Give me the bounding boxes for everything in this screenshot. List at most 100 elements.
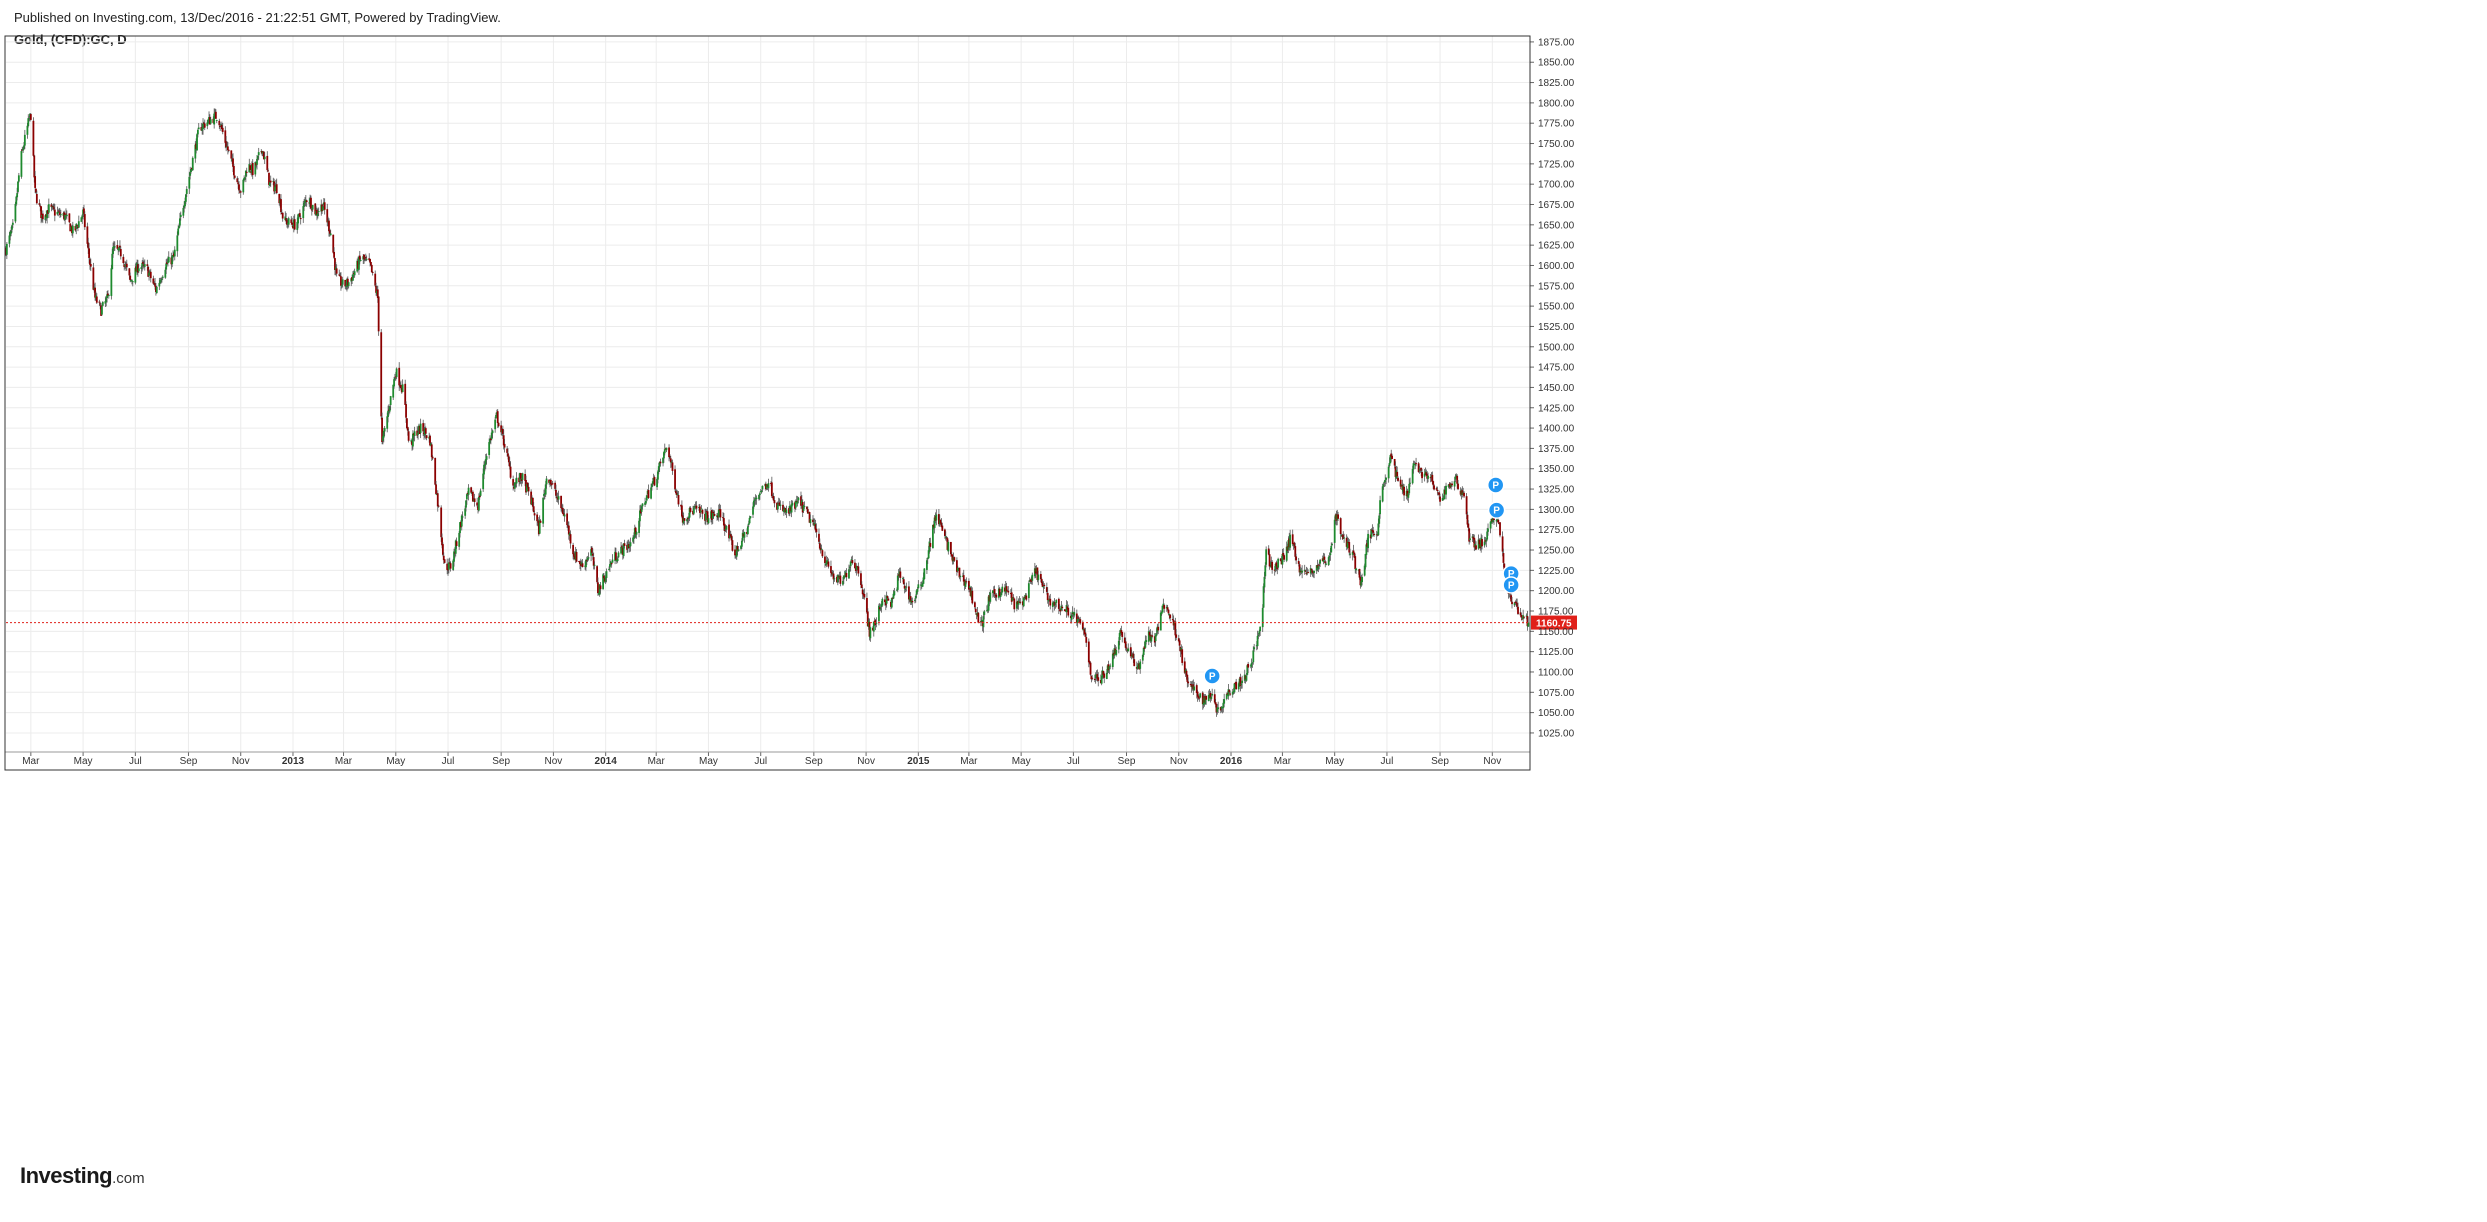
candle-down [328,220,330,232]
candle-up [905,586,908,588]
candle-up [758,493,761,496]
y-tick-label: 1050.00 [1538,708,1575,719]
candle-up [748,517,751,524]
candle-down [698,506,701,513]
candle-up [515,477,518,484]
investing-logo: Investing.com [20,1163,145,1189]
y-tick-label: 1450.00 [1538,383,1575,394]
candle-down [251,162,254,176]
y-tick-label: 1125.00 [1538,647,1574,658]
candle-down [712,511,715,514]
candle-up [983,611,986,615]
candle-down [1473,537,1476,548]
candle-down [551,483,554,485]
candle-down [291,222,294,225]
candle-up [833,578,836,580]
candle-up [1328,556,1331,558]
candle-down [599,585,602,590]
candle-up [633,536,635,539]
candle-up [717,509,720,518]
y-tick-label: 1400.00 [1538,424,1575,435]
candle-down [562,513,565,516]
candle-up [638,520,640,533]
candle-down [861,589,864,595]
candle-up [917,584,920,589]
candle-up [1240,683,1243,686]
candle-up [1474,543,1477,547]
candle-up [947,541,950,552]
candle-up [893,591,896,596]
candle-up [922,577,925,584]
x-tick-label: Jul [442,756,455,767]
y-tick-label: 1550.00 [1538,302,1575,313]
candle-down [218,120,221,126]
candle-down [507,456,510,463]
candle-up [134,267,137,283]
x-tick-label: Nov [1483,756,1501,767]
candle-up [879,608,882,610]
candle-up [483,464,486,466]
candle-down [323,202,326,210]
candle-up [617,552,620,558]
candle-up [604,576,607,582]
candle-down [1046,592,1049,601]
candle-up [1363,565,1366,576]
candle-down [1372,530,1375,533]
candle-down [671,462,674,471]
candle-up [256,158,258,165]
candle-down [332,234,335,253]
candle-up [23,134,26,146]
candle-down [1461,490,1464,495]
candle-up [488,442,491,456]
candle-up [593,564,596,566]
event-marker-icon [1486,476,1505,494]
last-price-line: 1160.75 [6,615,1577,630]
candle-up [640,506,643,512]
candle-up [1015,601,1018,609]
candle-down [1523,616,1525,618]
candle-down [1061,606,1064,609]
candle-down [446,563,449,570]
candle-up [171,256,174,265]
candle-up [155,286,158,294]
candle-up [1469,538,1471,541]
candle-up [982,616,985,628]
candle-down [1432,481,1435,486]
candle-down [979,621,982,623]
candle-down [1415,463,1417,465]
candle-down [153,282,156,284]
candle-down [1096,674,1099,679]
candle-up [183,205,186,208]
candle-down [597,582,599,594]
candle-up [419,423,422,433]
candle-down [1298,564,1301,573]
event-marker-label: P [1492,480,1499,491]
candle-down [566,513,569,526]
candle-down [1503,563,1506,571]
candle-up [1453,481,1456,487]
candle-up [700,508,703,510]
candle-down [1005,586,1008,592]
candle-down [35,188,37,193]
candle-down [830,572,833,575]
candle-up [1327,557,1330,565]
event-marker-label: P [1493,506,1500,517]
candle-up [989,592,992,602]
candle-down [1198,697,1201,699]
candle-down [1129,647,1132,657]
candle-up [490,432,493,440]
candle-up [1245,675,1248,681]
candle-up [1513,602,1516,606]
candle-down [1271,561,1274,570]
candle-up [1204,697,1207,705]
candle-up [1094,674,1097,679]
candle-up [525,483,528,492]
candle-down [1348,542,1351,553]
candle-down [1186,674,1189,682]
candle-down [596,566,598,583]
x-tick-label: Jul [1381,756,1394,767]
candle-up [767,483,770,489]
candle-up [215,119,218,121]
candle-down [1091,677,1094,679]
